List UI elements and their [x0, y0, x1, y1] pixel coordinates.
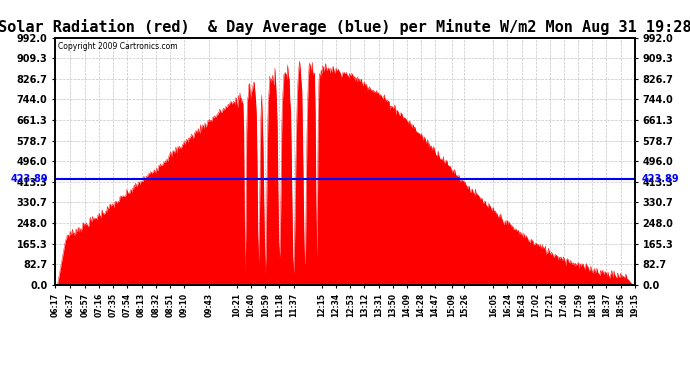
Text: Copyright 2009 Cartronics.com: Copyright 2009 Cartronics.com [58, 42, 178, 51]
Text: 423.89: 423.89 [642, 174, 680, 184]
Text: 423.89: 423.89 [10, 174, 48, 184]
Title: Solar Radiation (red)  & Day Average (blue) per Minute W/m2 Mon Aug 31 19:28: Solar Radiation (red) & Day Average (blu… [0, 19, 690, 35]
